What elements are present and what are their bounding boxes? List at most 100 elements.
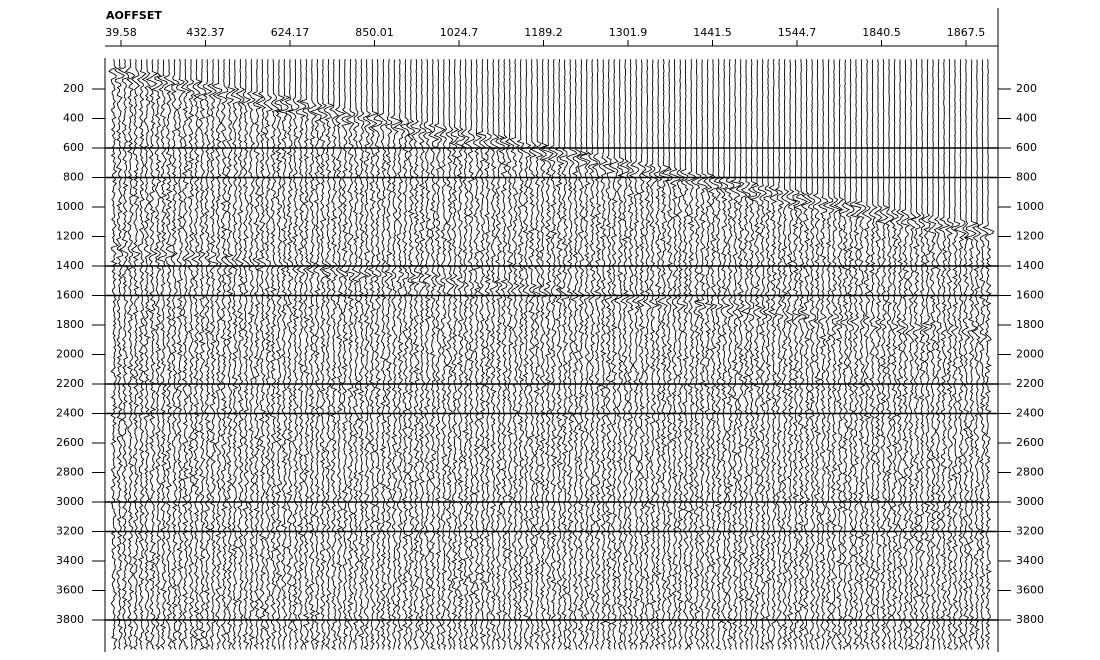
- trace: [833, 59, 845, 650]
- trace: [504, 59, 515, 650]
- trace: [224, 59, 236, 650]
- x-tick-label: 1840.5: [862, 26, 901, 39]
- trace: [793, 59, 808, 650]
- y-tick-label: 2800: [56, 466, 84, 479]
- trace: [150, 59, 164, 650]
- trace: [393, 59, 406, 650]
- trace: [657, 59, 671, 650]
- trace: [636, 59, 647, 650]
- y-tick-label-right: 1600: [1016, 289, 1044, 302]
- y-tick-label-right: 1000: [1016, 200, 1044, 213]
- trace: [357, 59, 368, 650]
- trace: [191, 59, 203, 650]
- trace: [684, 59, 698, 650]
- trace: [255, 59, 267, 650]
- trace: [460, 59, 470, 650]
- trace: [628, 59, 641, 650]
- trace: [406, 59, 416, 650]
- trace: [370, 59, 383, 650]
- trace: [694, 59, 709, 650]
- trace: [723, 59, 735, 650]
- trace: [410, 59, 422, 650]
- trace: [937, 59, 951, 650]
- trace: [873, 59, 883, 650]
- trace: [527, 59, 538, 650]
- trace: [909, 59, 924, 650]
- trace: [921, 59, 933, 650]
- trace: [399, 59, 411, 650]
- trace: [904, 59, 917, 650]
- x-tick-label: 1024.7: [440, 26, 479, 39]
- trace: [861, 59, 873, 650]
- trace: [295, 59, 307, 650]
- trace: [538, 59, 549, 650]
- trace: [774, 59, 784, 650]
- trace: [428, 59, 440, 650]
- trace: [747, 59, 758, 650]
- trace: [625, 59, 636, 650]
- x-axis-label: AOFFSET: [106, 9, 162, 22]
- trace: [812, 59, 822, 650]
- trace: [668, 59, 681, 650]
- trace: [876, 59, 890, 650]
- trace: [251, 59, 264, 650]
- trace: [211, 59, 223, 650]
- y-tick-label-right: 1400: [1016, 259, 1044, 272]
- trace: [728, 59, 741, 650]
- x-tick-label: 432.37: [186, 26, 225, 39]
- y-tick-label-right: 1200: [1016, 230, 1044, 243]
- trace: [274, 59, 286, 650]
- trace: [961, 59, 971, 650]
- trace: [321, 59, 335, 650]
- y-tick-label: 800: [63, 171, 84, 184]
- trace: [317, 59, 329, 650]
- x-tick-label: 39.58: [105, 26, 137, 39]
- y-tick-label: 1600: [56, 289, 84, 302]
- y-tick-label: 1800: [56, 318, 84, 331]
- y-tick-label: 2200: [56, 377, 84, 390]
- trace: [390, 59, 403, 650]
- trace: [749, 59, 763, 650]
- y-tick-label-right: 2200: [1016, 377, 1044, 390]
- trace: [351, 59, 361, 650]
- y-tick-label-right: 2600: [1016, 436, 1044, 449]
- y-tick-label-right: 2400: [1016, 407, 1044, 420]
- trace: [718, 59, 731, 650]
- trace: [108, 59, 119, 650]
- trace: [117, 59, 129, 650]
- trace: [839, 59, 850, 650]
- trace: [489, 59, 500, 650]
- trace: [854, 59, 867, 650]
- trace: [384, 59, 393, 650]
- trace: [591, 59, 602, 650]
- trace: [277, 59, 291, 650]
- trace: [799, 59, 813, 650]
- trace: [541, 59, 554, 650]
- y-tick-label-right: 1800: [1016, 318, 1044, 331]
- trace: [953, 59, 967, 650]
- trace: [780, 59, 791, 650]
- y-tick-label-right: 400: [1016, 112, 1037, 125]
- trace: [933, 59, 944, 650]
- trace: [896, 59, 907, 650]
- x-tick-label: 1867.5: [947, 26, 986, 39]
- y-tick-label: 3000: [56, 495, 84, 508]
- trace: [608, 59, 619, 650]
- trace: [240, 59, 252, 650]
- trace: [444, 59, 455, 650]
- trace: [547, 59, 558, 650]
- trace: [735, 59, 748, 650]
- trace: [653, 59, 663, 650]
- trace: [602, 59, 616, 650]
- trace: [309, 59, 323, 650]
- y-tick-label-right: 600: [1016, 141, 1037, 154]
- trace: [473, 59, 483, 650]
- trace: [202, 59, 213, 650]
- trace: [433, 59, 446, 650]
- trace: [363, 59, 372, 650]
- trace: [176, 59, 187, 650]
- trace: [648, 59, 660, 650]
- trace: [950, 59, 961, 650]
- trace: [640, 59, 653, 650]
- trace: [498, 59, 511, 650]
